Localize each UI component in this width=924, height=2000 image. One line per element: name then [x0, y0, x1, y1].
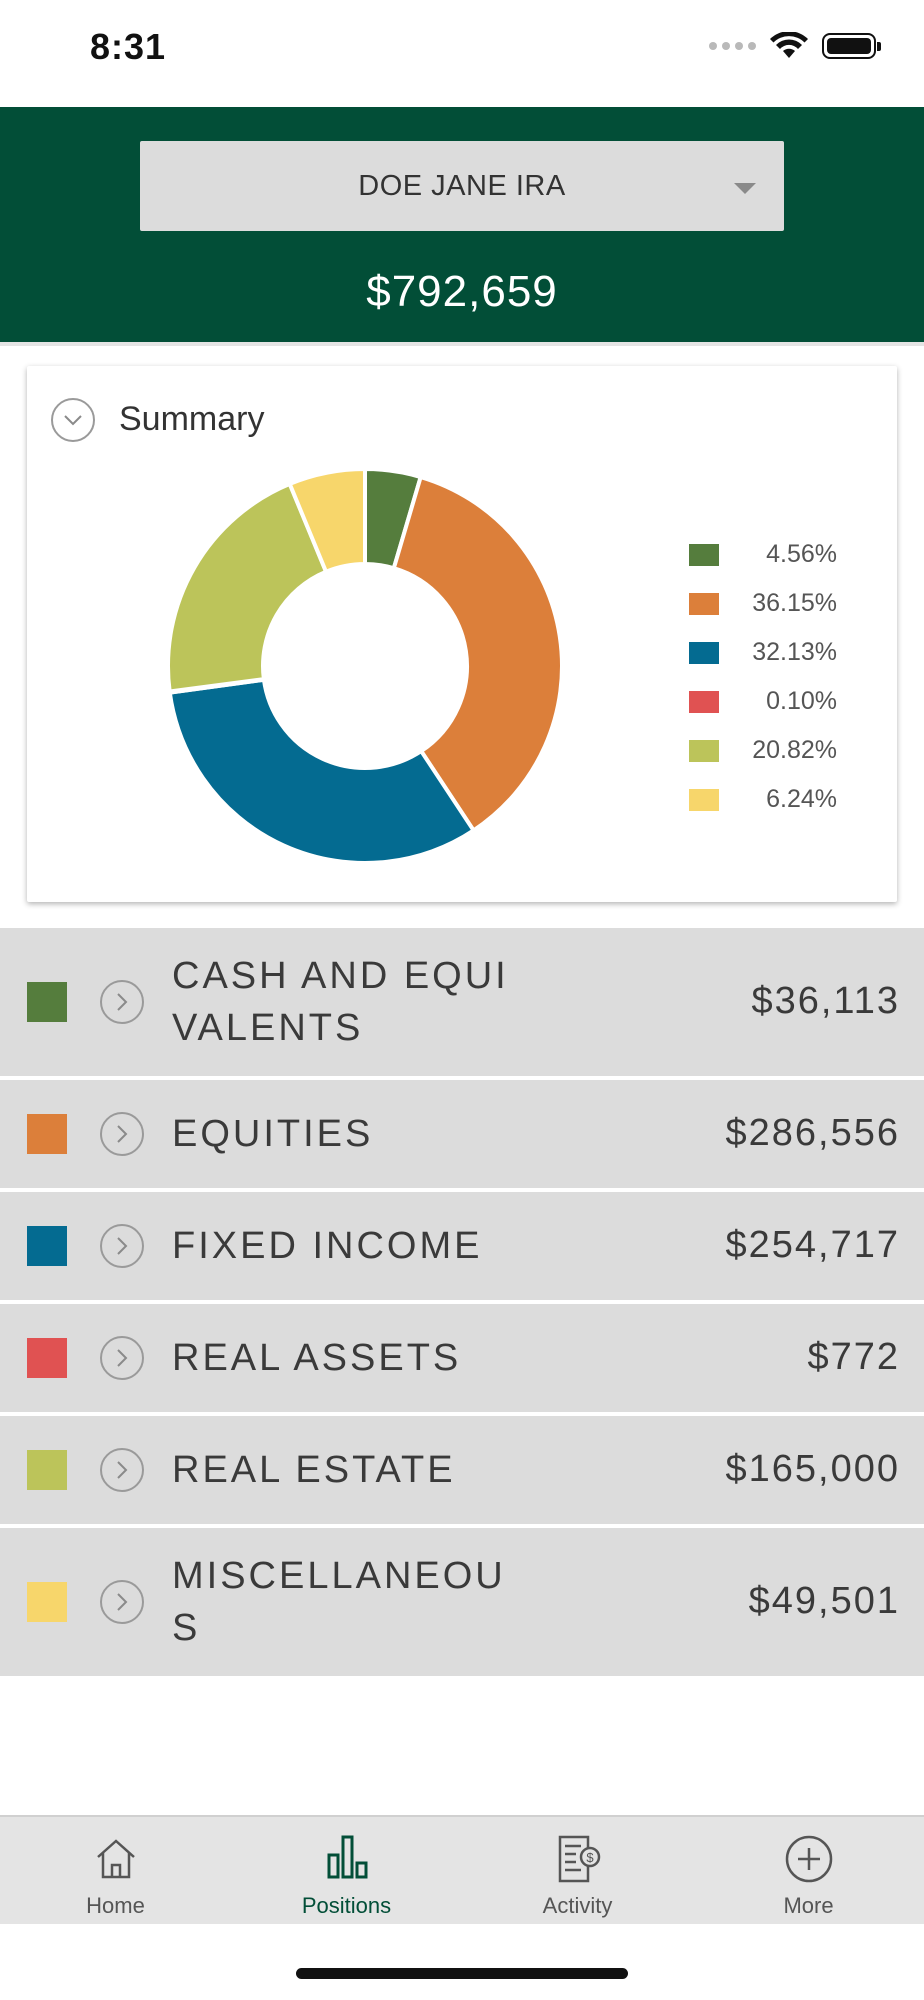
legend-label: 6.24%	[766, 785, 837, 813]
asset-name: FIXED INCOME	[172, 1225, 483, 1267]
legend-item: 0.10%	[689, 677, 837, 726]
legend-item: 32.13%	[689, 628, 837, 677]
legend-swatch	[689, 592, 719, 615]
legend-item: 36.15%	[689, 579, 837, 628]
dropdown-arrow-icon	[734, 183, 756, 194]
signal-icon	[709, 42, 756, 50]
donut-slice	[167, 677, 477, 865]
chevron-right-icon[interactable]	[100, 1224, 144, 1268]
tab-label: More	[783, 1893, 834, 1918]
account-selector[interactable]: DOE JANE IRA	[140, 141, 784, 231]
asset-value: $286,556	[725, 1112, 900, 1154]
asset-value: $49,501	[748, 1580, 900, 1622]
status-icons	[709, 32, 881, 60]
asset-row[interactable]: REAL ESTATE $165,000	[0, 1416, 924, 1524]
legend-label: 4.56%	[766, 540, 837, 568]
collapse-summary-button[interactable]	[51, 398, 95, 442]
status-bar: 8:31	[0, 0, 924, 107]
donut-slice	[166, 481, 329, 694]
legend-label: 0.10%	[766, 687, 837, 715]
tab-label: Positions	[301, 1893, 392, 1918]
donut-slice	[287, 466, 367, 575]
asset-row[interactable]: EQUITIES $286,556	[0, 1080, 924, 1188]
summary-title: Summary	[119, 400, 265, 438]
tab-label: Activity	[542, 1893, 613, 1918]
battery-icon	[822, 33, 881, 59]
header-divider	[0, 342, 924, 346]
tab-activity[interactable]: $ Activity	[462, 1817, 693, 1924]
asset-name: CASH AND EQUIVALENTS	[172, 955, 509, 1049]
home-indicator	[296, 1968, 628, 1979]
asset-color-swatch	[27, 1450, 67, 1490]
chevron-right-icon[interactable]	[100, 1336, 144, 1380]
bar-chart-icon	[327, 1835, 367, 1879]
asset-color-swatch	[27, 1114, 67, 1154]
legend-swatch	[689, 641, 719, 664]
status-time: 8:31	[90, 26, 167, 67]
tab-more[interactable]: More	[693, 1817, 924, 1924]
chevron-right-icon[interactable]	[100, 1112, 144, 1156]
asset-row[interactable]: CASH AND EQUIVALENTS $36,113	[0, 928, 924, 1076]
tab-label: Home	[86, 1893, 145, 1918]
total-account-value: $792,659	[366, 267, 558, 316]
asset-name: EQUITIES	[172, 1113, 374, 1155]
chevron-right-icon[interactable]	[100, 1448, 144, 1492]
statement-icon: $	[558, 1835, 600, 1883]
asset-row[interactable]: FIXED INCOME $254,717	[0, 1192, 924, 1300]
donut-slice	[391, 474, 564, 834]
legend-item: 20.82%	[689, 726, 837, 775]
asset-color-swatch	[27, 982, 67, 1022]
tab-bar: Home Positions $ Activity More	[0, 1815, 924, 1924]
asset-row[interactable]: REAL ASSETS $772	[0, 1304, 924, 1412]
asset-color-swatch	[27, 1582, 67, 1622]
account-name: DOE JANE IRA	[358, 169, 566, 202]
home-icon	[96, 1839, 135, 1879]
chevron-right-icon[interactable]	[100, 1580, 144, 1624]
asset-value: $165,000	[725, 1448, 900, 1490]
legend-label: 20.82%	[752, 736, 837, 764]
legend-label: 32.13%	[752, 638, 837, 666]
chevron-right-icon[interactable]	[100, 980, 144, 1024]
asset-row[interactable]: MISCELLANEOUS $49,501	[0, 1528, 924, 1676]
tab-home[interactable]: Home	[0, 1817, 231, 1924]
asset-class-list: CASH AND EQUIVALENTS $36,113 EQUITIES $286,…	[0, 928, 924, 1680]
wifi-icon	[770, 32, 808, 58]
summary-card: Summary 4.56% 36.15% 32.13% 0.10% 20.82% 6.24…	[27, 366, 897, 902]
asset-value: $36,113	[751, 980, 900, 1022]
asset-name: REAL ESTATE	[172, 1449, 456, 1491]
tab-positions[interactable]: Positions	[231, 1817, 462, 1924]
legend-swatch	[689, 690, 719, 713]
svg-text:$: $	[586, 1850, 594, 1865]
legend-swatch	[689, 788, 719, 811]
legend-item: 4.56%	[689, 530, 837, 579]
asset-name: MISCELLANEOUS	[172, 1555, 506, 1649]
asset-name: REAL ASSETS	[172, 1337, 462, 1379]
legend-label: 36.15%	[752, 589, 837, 617]
account-header: DOE JANE IRA $792,659	[0, 107, 924, 342]
allocation-donut-chart	[166, 466, 564, 865]
legend-item: 6.24%	[689, 775, 837, 824]
legend-swatch	[689, 543, 719, 566]
chevron-down-icon	[64, 415, 82, 426]
chart-legend: 4.56% 36.15% 32.13% 0.10% 20.82% 6.24%	[689, 530, 837, 824]
legend-swatch	[689, 739, 719, 762]
asset-color-swatch	[27, 1338, 67, 1378]
plus-circle-icon	[785, 1835, 832, 1883]
asset-value: $772	[807, 1336, 900, 1378]
asset-color-swatch	[27, 1226, 67, 1266]
asset-value: $254,717	[725, 1224, 900, 1266]
